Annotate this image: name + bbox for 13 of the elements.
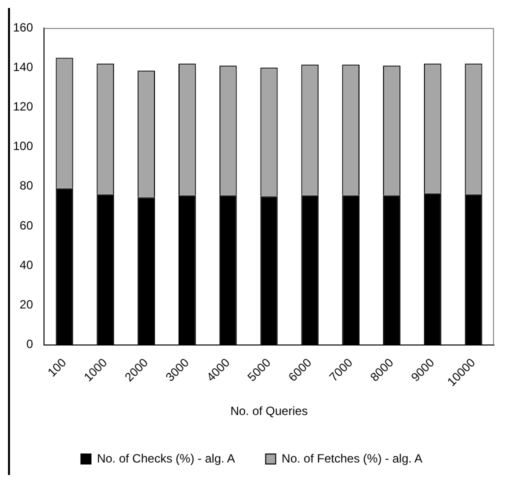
y-tick-label: 120 — [12, 100, 34, 114]
y-tick-label: 140 — [12, 60, 34, 74]
legend-label: No. of Checks (%) - alg. A — [96, 451, 235, 466]
y-tick-label: 100 — [12, 139, 34, 154]
x-tick-label: 100 — [44, 355, 70, 380]
y-tick-label: 0 — [26, 337, 34, 352]
y-tick-label: 40 — [20, 258, 34, 272]
legend-label: No. of Fetches (%) - alg. A — [282, 451, 422, 466]
y-tick-label: 160 — [12, 20, 34, 34]
x-axis-title: No. of Queries — [230, 404, 308, 418]
y-tick-label: 80 — [20, 178, 34, 193]
y-tick-label: 60 — [20, 218, 34, 232]
y-tick-label: 20 — [20, 298, 34, 312]
